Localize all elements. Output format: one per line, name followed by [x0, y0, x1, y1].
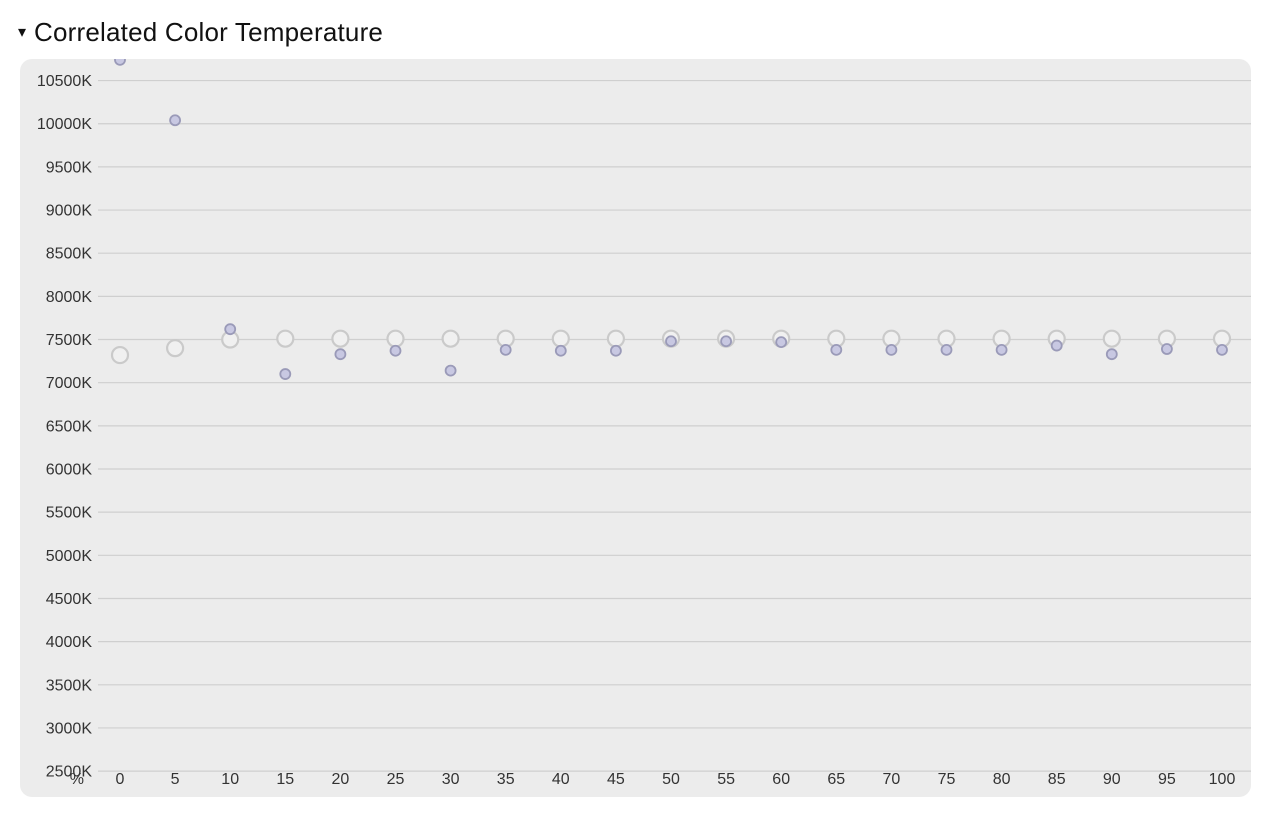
- x-tick-label: 85: [1048, 771, 1066, 788]
- x-tick-label: 25: [387, 771, 405, 788]
- measured-point: [224, 323, 237, 336]
- measured-point: [1161, 343, 1173, 355]
- x-tick-label: 15: [276, 771, 294, 788]
- x-tick-label: 5: [171, 771, 180, 788]
- x-tick-label: 40: [552, 771, 570, 788]
- y-tick-label: 6000K: [46, 462, 93, 479]
- x-tick-label: 45: [607, 771, 625, 788]
- x-tick-label: 90: [1103, 771, 1121, 788]
- y-tick-label: 6500K: [46, 418, 93, 435]
- measured-point: [830, 343, 843, 356]
- series-filled-small: [114, 59, 1228, 380]
- measured-point: [665, 335, 677, 348]
- x-axis-labels: % 0 5 10 15 20 25 30 35 40 45 50 55 60 65 70 75 80 85 90 95 1…: [70, 771, 1236, 788]
- x-tick-label: 10: [221, 771, 239, 788]
- measured-point: [1050, 339, 1063, 352]
- x-tick-label: 20: [332, 771, 350, 788]
- target-point: [331, 329, 350, 348]
- x-tick-label: 75: [938, 771, 956, 788]
- x-tick-label: 55: [717, 771, 735, 788]
- y-tick-label: 8000K: [46, 289, 93, 306]
- y-tick-label: 5000K: [46, 548, 93, 565]
- y-tick-label: 3000K: [46, 720, 93, 737]
- y-tick-label: 7500K: [46, 332, 93, 349]
- y-tick-label: 4500K: [46, 591, 93, 608]
- target-point: [551, 329, 570, 348]
- chart-card: 2500K 3000K 3500K 4000K 4500K 5000K 5500K 6000K…: [20, 59, 1251, 797]
- collapse-triangle-icon[interactable]: ▾: [18, 24, 27, 41]
- x-tick-label: 70: [883, 771, 901, 788]
- x-tick-label: 80: [993, 771, 1011, 788]
- measured-point: [1216, 343, 1228, 356]
- x-tick-label: 65: [827, 771, 845, 788]
- x-tick-label: 0: [116, 771, 125, 788]
- target-point: [166, 339, 185, 358]
- measured-point: [720, 335, 732, 348]
- target-point: [606, 329, 626, 348]
- y-tick-label: 9000K: [46, 203, 93, 220]
- measured-point: [610, 344, 622, 357]
- measured-point: [995, 343, 1008, 356]
- x-tick-label: 60: [772, 771, 790, 788]
- measured-point: [775, 336, 788, 349]
- y-tick-label: 2500K: [46, 764, 93, 781]
- target-point: [110, 345, 130, 365]
- measured-point: [1105, 348, 1118, 361]
- measured-point: [279, 368, 292, 380]
- x-tick-label: 100: [1209, 771, 1236, 788]
- section-title: Correlated Color Temperature: [34, 16, 384, 47]
- measured-point: [114, 59, 126, 66]
- measured-point: [444, 364, 457, 377]
- measured-point: [940, 343, 953, 356]
- y-tick-label: 9500K: [46, 159, 93, 176]
- y-axis-labels: 2500K 3000K 3500K 4000K 4500K 5000K 5500K 6000K…: [37, 73, 93, 781]
- grid-layer: [98, 79, 1251, 772]
- x-axis-unit-label: %: [70, 771, 84, 788]
- series-layer: [110, 59, 1232, 380]
- target-point: [441, 329, 460, 348]
- target-point: [386, 329, 405, 348]
- x-tick-label: 30: [442, 771, 460, 788]
- target-point: [1102, 329, 1121, 348]
- target-point: [276, 329, 295, 348]
- measured-point: [169, 114, 182, 127]
- measured-point: [334, 348, 347, 361]
- y-tick-label: 10500K: [37, 73, 92, 90]
- x-tick-label: 95: [1158, 771, 1176, 788]
- measured-point: [499, 343, 512, 356]
- y-tick-label: 5500K: [46, 505, 93, 522]
- section-header[interactable]: ▾ Correlated Color Temperature: [18, 12, 383, 52]
- measured-point: [554, 344, 567, 357]
- series-hollow-large: [110, 329, 1232, 365]
- x-tick-label: 35: [497, 771, 515, 788]
- cct-scatter-chart: 2500K 3000K 3500K 4000K 4500K 5000K 5500K 6000K…: [37, 59, 1251, 788]
- x-tick-label: 50: [662, 771, 680, 788]
- y-tick-label: 7000K: [46, 375, 93, 392]
- measured-point: [885, 343, 898, 356]
- y-tick-label: 3500K: [46, 677, 93, 694]
- y-tick-label: 8500K: [46, 246, 93, 263]
- y-tick-label: 4000K: [46, 634, 93, 651]
- y-tick-label: 10000K: [37, 116, 92, 133]
- measured-point: [389, 344, 402, 357]
